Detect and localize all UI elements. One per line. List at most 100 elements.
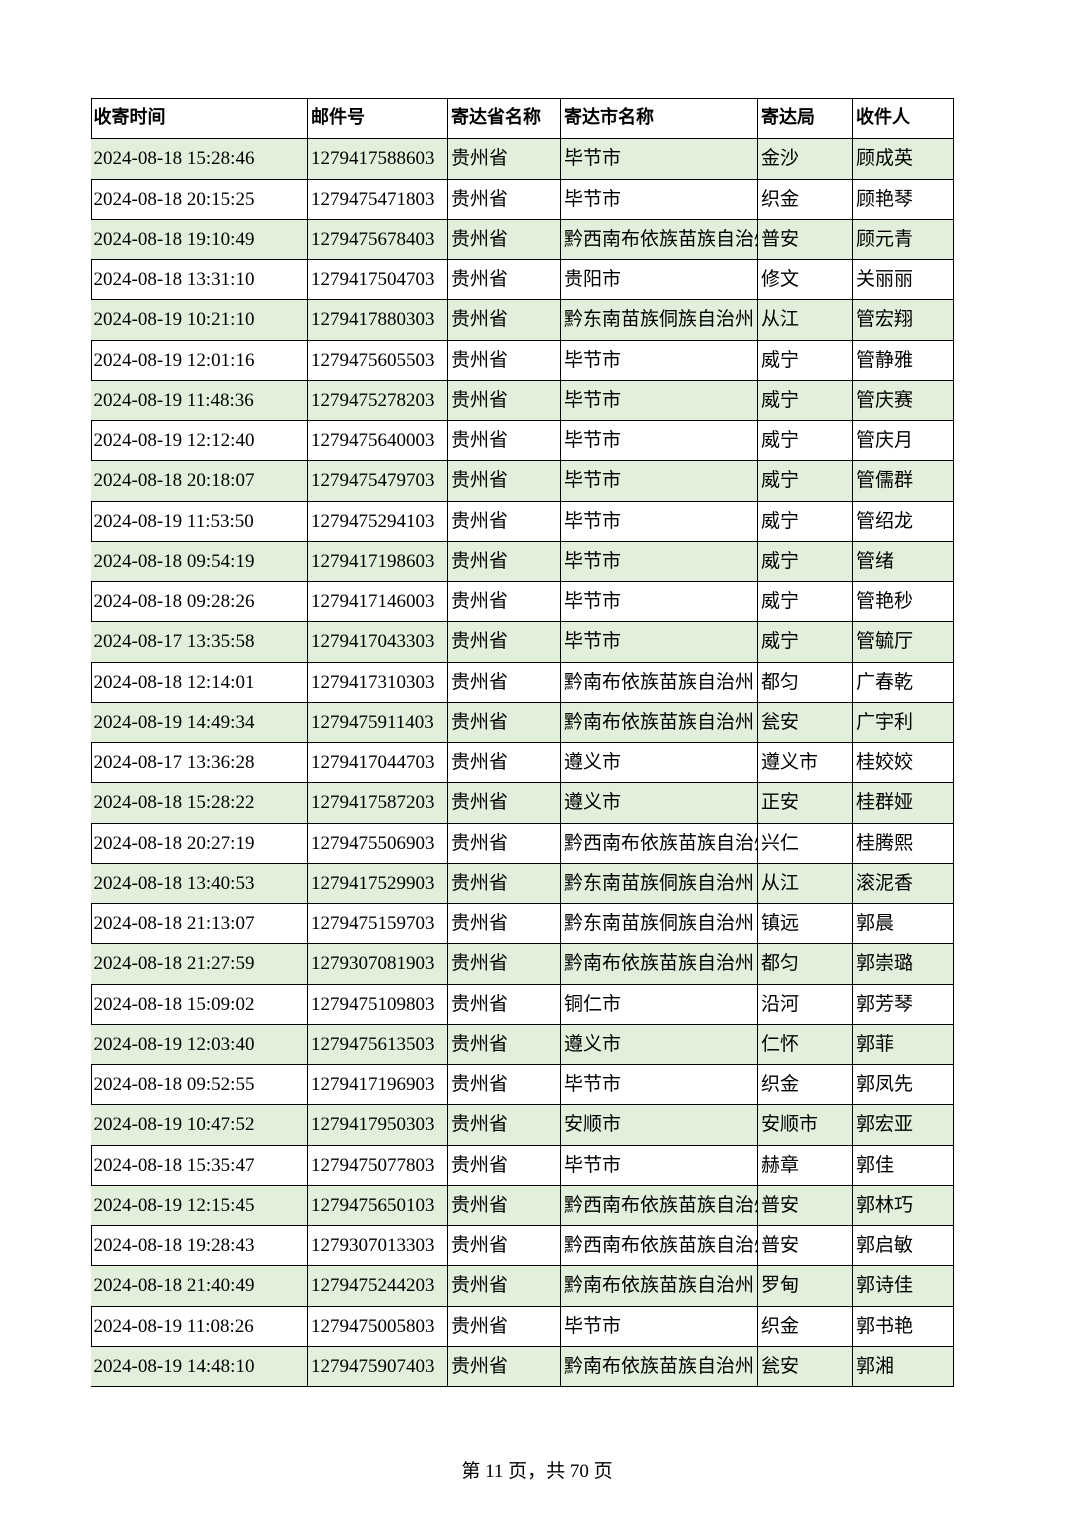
table-cell: 威宁 (758, 541, 853, 582)
table-cell: 威宁 (758, 461, 853, 502)
table-cell: 普安 (758, 219, 853, 260)
table-cell: 1279475278203 (308, 380, 448, 421)
table-cell: 毕节市 (561, 1306, 758, 1347)
table-cell: 都匀 (758, 662, 853, 703)
table-cell: 管绪 (853, 541, 954, 582)
table-cell: 贵州省 (448, 139, 561, 180)
table-cell: 黔南布依族苗族自治州 (561, 702, 758, 743)
table-cell: 贵州省 (448, 1145, 561, 1186)
table-cell: 遵义市 (561, 783, 758, 824)
table-cell: 桂腾熙 (853, 823, 954, 864)
table-cell: 毕节市 (561, 340, 758, 381)
table-cell: 2024-08-18 21:13:07 (90, 904, 308, 945)
table-cell: 1279417310303 (308, 662, 448, 703)
table-cell: 黔南布依族苗族自治州 (561, 944, 758, 985)
page-footer: 第 11 页，共 70 页 (461, 1461, 613, 1482)
table-cell: 2024-08-19 12:15:45 (90, 1185, 308, 1226)
table-cell: 郭宏亚 (853, 1105, 954, 1146)
table-cell: 2024-08-19 14:48:10 (90, 1346, 308, 1387)
table-cell: 广春乾 (853, 662, 954, 703)
table-cell: 瓮安 (758, 1346, 853, 1387)
table-cell: 毕节市 (561, 622, 758, 663)
table-cell: 黔西南布依族苗族自治州 (561, 1226, 758, 1267)
table-cell: 顾艳琴 (853, 179, 954, 220)
table-cell: 毕节市 (561, 582, 758, 623)
table-cell: 2024-08-19 12:01:16 (90, 340, 308, 381)
table-cell: 2024-08-19 10:47:52 (90, 1105, 308, 1146)
table-cell: 2024-08-19 12:03:40 (90, 1024, 308, 1065)
table-cell: 黔东南苗族侗族自治州 (561, 300, 758, 341)
table-cell: 1279417588603 (308, 139, 448, 180)
table-cell: 威宁 (758, 622, 853, 663)
table-cell: 1279417044703 (308, 743, 448, 784)
table-cell: 从江 (758, 300, 853, 341)
table-cell: 管儒群 (853, 461, 954, 502)
table-cell: 2024-08-19 11:08:26 (90, 1306, 308, 1347)
table-cell: 郭佳 (853, 1145, 954, 1186)
table-cell: 2024-08-17 13:36:28 (90, 743, 308, 784)
table-cell: 贵州省 (448, 662, 561, 703)
table-cell: 瓮安 (758, 702, 853, 743)
table-cell: 贵州省 (448, 1346, 561, 1387)
table-cell: 贵州省 (448, 340, 561, 381)
table-cell: 贵州省 (448, 904, 561, 945)
table-cell: 毕节市 (561, 380, 758, 421)
table-cell: 贵州省 (448, 1105, 561, 1146)
table-cell: 黔西南布依族苗族自治州 (561, 823, 758, 864)
table-cell: 毕节市 (561, 501, 758, 542)
table-cell: 贵州省 (448, 582, 561, 623)
table-cell: 黔西南布依族苗族自治州 (561, 1185, 758, 1226)
table-cell: 正安 (758, 783, 853, 824)
table-cell: 2024-08-19 12:12:40 (90, 421, 308, 462)
table-cell: 1279475907403 (308, 1346, 448, 1387)
table-cell: 1279417198603 (308, 541, 448, 582)
table-cell: 1279475294103 (308, 501, 448, 542)
table-cell: 织金 (758, 1306, 853, 1347)
table-cell: 贵州省 (448, 1306, 561, 1347)
table-cell: 2024-08-18 20:18:07 (90, 461, 308, 502)
table-cell: 1279475911403 (308, 702, 448, 743)
table-cell: 2024-08-18 09:54:19 (90, 541, 308, 582)
table-cell: 顾元青 (853, 219, 954, 260)
table-cell: 贵州省 (448, 300, 561, 341)
table-cell: 2024-08-18 20:27:19 (90, 823, 308, 864)
table-cell: 2024-08-18 09:52:55 (90, 1065, 308, 1106)
table-cell: 2024-08-18 15:28:22 (90, 783, 308, 824)
table-cell: 郭崇璐 (853, 944, 954, 985)
table-cell: 铜仁市 (561, 984, 758, 1025)
table-cell: 毕节市 (561, 1065, 758, 1106)
table-cell: 广宇利 (853, 702, 954, 743)
table-cell: 贵州省 (448, 823, 561, 864)
table-cell: 管毓厅 (853, 622, 954, 663)
table-cell: 2024-08-18 09:28:26 (90, 582, 308, 623)
table-cell: 贵州省 (448, 984, 561, 1025)
table-cell: 1279307081903 (308, 944, 448, 985)
table-cell: 贵州省 (448, 863, 561, 904)
table-cell: 1279417504703 (308, 260, 448, 301)
table-cell: 寄达市名称 (561, 97, 758, 140)
table-cell: 贵州省 (448, 1266, 561, 1307)
table-cell: 1279475471803 (308, 179, 448, 220)
table-cell: 贵阳市 (561, 260, 758, 301)
table-cell: 2024-08-19 11:48:36 (90, 380, 308, 421)
table-cell: 贵州省 (448, 1226, 561, 1267)
table-cell: 郭菲 (853, 1024, 954, 1065)
table-cell: 织金 (758, 1065, 853, 1106)
table-cell: 2024-08-18 15:09:02 (90, 984, 308, 1025)
table-cell: 普安 (758, 1226, 853, 1267)
table-cell: 2024-08-18 15:35:47 (90, 1145, 308, 1186)
table-cell: 贵州省 (448, 1185, 561, 1226)
table-cell: 郭凤先 (853, 1065, 954, 1106)
table-cell: 贵州省 (448, 622, 561, 663)
table-cell: 寄达省名称 (448, 97, 561, 140)
table-cell: 黔东南苗族侗族自治州 (561, 904, 758, 945)
table-cell: 关丽丽 (853, 260, 954, 301)
table-cell: 贵州省 (448, 743, 561, 784)
table-cell: 2024-08-18 20:15:25 (90, 179, 308, 220)
table-cell: 罗甸 (758, 1266, 853, 1307)
table-cell: 郭启敏 (853, 1226, 954, 1267)
table-cell: 2024-08-18 13:40:53 (90, 863, 308, 904)
table-cell: 赫章 (758, 1145, 853, 1186)
table-cell: 郭晨 (853, 904, 954, 945)
table-cell: 1279417587203 (308, 783, 448, 824)
